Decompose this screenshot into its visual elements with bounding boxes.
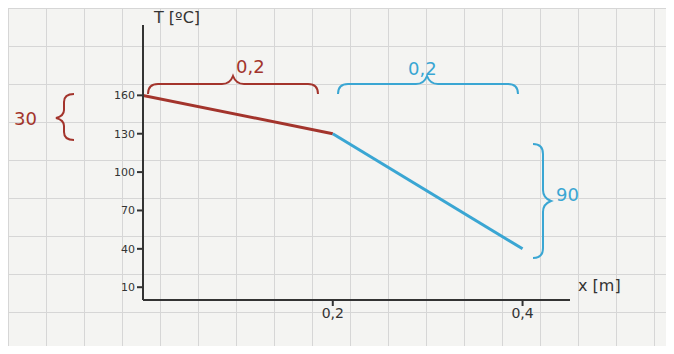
svg-text:100: 100	[114, 166, 135, 179]
html-text:x [m]: x [m]	[578, 276, 621, 295]
svg-text:130: 130	[114, 128, 135, 141]
html-text:90: 90	[556, 184, 579, 205]
svg-text:160: 160	[114, 89, 135, 102]
html-text:0,2: 0,2	[408, 58, 437, 79]
svg-text:40: 40	[121, 243, 135, 256]
html-text:T [ºC]: T [ºC]	[154, 8, 201, 27]
svg-text:0,4: 0,4	[511, 305, 533, 321]
svg-text:70: 70	[121, 204, 135, 217]
svg-text:0,2: 0,2	[322, 305, 344, 321]
html-text:30: 30	[14, 108, 37, 129]
html-text:0,2: 0,2	[236, 56, 265, 77]
svg-text:10: 10	[121, 281, 135, 294]
